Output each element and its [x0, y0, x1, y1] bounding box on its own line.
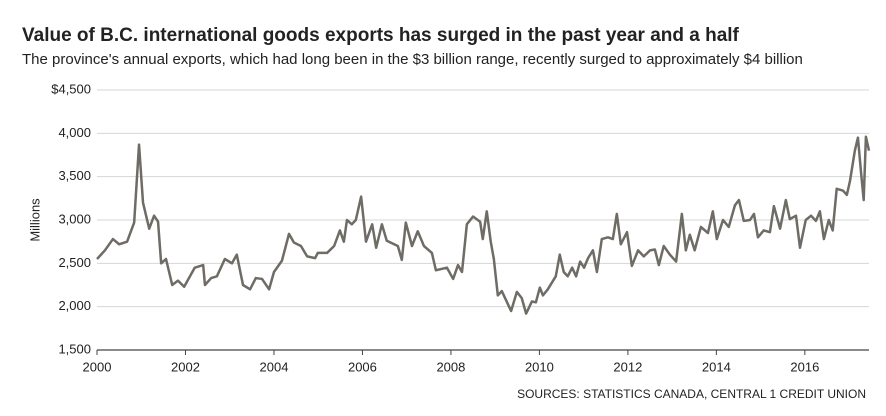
y-tick-label: 2,500 — [58, 255, 91, 270]
line — [96, 135, 871, 315]
x-tick-label: 2008 — [436, 359, 465, 374]
y-tick-label: 4,000 — [58, 125, 91, 140]
y-tick-label: 2,000 — [58, 298, 91, 313]
x-tick-label: 2012 — [613, 359, 642, 374]
y-tick-label: 1,500 — [58, 341, 91, 356]
chart-title: Value of B.C. international goods export… — [22, 25, 740, 46]
y-tick-label: 3,500 — [58, 168, 91, 183]
y-tick-label: $4,500 — [51, 81, 91, 96]
y-axis-label: Millions — [27, 198, 42, 242]
chart-subtitle: The province's annual exports, which had… — [22, 51, 803, 68]
x-tick-label: 2016 — [790, 359, 819, 374]
x-tick-label: 2002 — [171, 359, 200, 374]
x-tick-label: 2006 — [348, 359, 377, 374]
x-tick-label: 2000 — [83, 359, 112, 374]
y-tick-label: 3,000 — [58, 211, 91, 226]
x-tick-label: 2010 — [525, 359, 554, 374]
x-tick-label: 2004 — [260, 359, 289, 374]
source: SOURCES: STATISTICS CANADA, CENTRAL 1 CR… — [517, 387, 866, 401]
x-tick-label: 2014 — [702, 359, 731, 374]
